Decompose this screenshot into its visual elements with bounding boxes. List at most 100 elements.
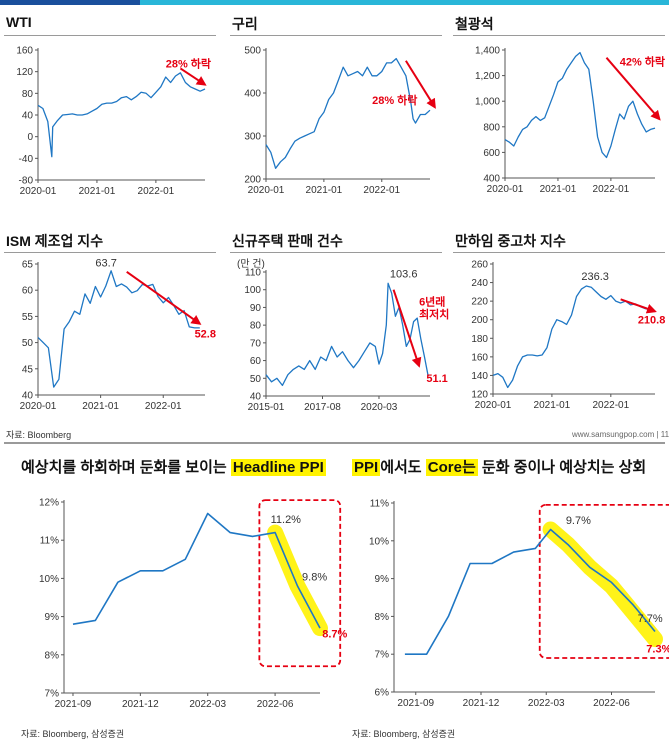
x-tick-label: 2020-01 (487, 184, 524, 195)
y-tick-label: 8% (45, 650, 60, 661)
section-divider (4, 442, 665, 444)
x-tick-label: 2021-09 (397, 698, 434, 709)
title-text: 둔화 중이나 예상치는 상회 (477, 459, 647, 476)
x-tick-label: 2022-06 (257, 699, 294, 710)
x-tick-label: 2022-01 (592, 400, 629, 411)
title-highlight: PPI (352, 459, 381, 476)
y-tick-label: 800 (483, 122, 500, 133)
data-label: 28% 하락 (166, 56, 211, 70)
data-label: 210.8 (638, 314, 666, 326)
top-accent-left (0, 0, 140, 5)
highlight-box (538, 503, 669, 659)
title-highlight: Core는 (425, 459, 478, 476)
chart-title-iron-ore: 철광석 (455, 16, 494, 32)
x-tick-label: 2021-12 (463, 698, 500, 709)
series-line (37, 72, 206, 158)
data-label: 9.7% (566, 515, 591, 527)
trend-arrow (620, 298, 657, 314)
x-tick-label: 2020-01 (20, 186, 57, 197)
y-tick-label: 10% (39, 574, 59, 585)
x-tick-label: 2021-01 (534, 400, 571, 411)
title-text: 예상치를 하회하며 둔화를 보이는 (21, 459, 231, 476)
title-rule (230, 35, 442, 36)
y-tick-label: 12% (39, 498, 59, 509)
title-rule (230, 252, 442, 253)
data-label: 6년래 (419, 295, 445, 309)
trend-arrow (179, 67, 207, 86)
x-tick-label: 2021-01 (540, 184, 577, 195)
y-tick-label: 240 (471, 278, 488, 289)
x-tick-label: 2022-01 (363, 185, 400, 196)
data-label: 42% 하락 (620, 54, 665, 68)
data-label: 7.7% (638, 613, 663, 625)
y-tick-label: 10% (369, 536, 389, 547)
y-tick-label: 80 (250, 321, 262, 332)
y-tick-label: 7% (45, 689, 60, 700)
y-tick-label: 1,400 (475, 46, 500, 57)
y-tick-label: 260 (471, 260, 488, 271)
title-rule (453, 252, 665, 253)
big-chart-title-core-ppi: PPI 에서도 Core는 둔화 중이나 예상치는 상회 (352, 456, 646, 477)
title-rule (4, 35, 216, 36)
y-tick-label: 120 (471, 390, 488, 401)
x-tick-label: 2020-01 (248, 185, 285, 196)
highlight-box (258, 499, 342, 668)
y-tick-label: 50 (22, 338, 34, 349)
x-tick-label: 2020-03 (361, 402, 398, 413)
data-label: 최저치 (419, 307, 449, 321)
y-tick-label: 200 (471, 315, 488, 326)
x-tick-label: 2022-01 (145, 401, 182, 412)
y-tick-label: 11% (40, 536, 59, 547)
trend-arrow (605, 57, 661, 121)
y-tick-label: 180 (471, 334, 488, 345)
x-tick-label: 2021-01 (79, 186, 116, 197)
trend-arrow (392, 289, 422, 368)
x-tick-label: 2020-01 (20, 401, 57, 412)
y-tick-label: 0 (27, 132, 33, 143)
title-rule (4, 252, 216, 253)
page-footer: www.samsungpop.com | 11 (572, 430, 669, 439)
y-tick-label: 6% (375, 688, 390, 699)
x-tick-label: 2020-01 (475, 400, 512, 411)
x-tick-label: 2021-09 (55, 699, 92, 710)
y-tick-label: 9% (375, 574, 390, 585)
unit-label: (만 건) (237, 259, 265, 270)
chart-title-ism: ISM 제조업 지수 (6, 233, 104, 249)
y-tick-label: 300 (244, 132, 261, 143)
x-tick-label: 2021-01 (306, 185, 343, 196)
top-accent-bar (0, 0, 669, 5)
source-note: 자료: Bloomberg, 삼성증권 (352, 729, 456, 739)
y-tick-label: 160 (16, 46, 33, 57)
x-tick-label: 2017-08 (304, 402, 341, 413)
y-tick-label: 140 (471, 371, 488, 382)
x-tick-label: 2022-03 (189, 699, 226, 710)
y-tick-label: 9% (45, 612, 60, 623)
y-tick-label: 8% (375, 612, 390, 623)
source-note: 자료: Bloomberg, 삼성증권 (21, 729, 125, 739)
x-tick-label: 2022-06 (593, 698, 630, 709)
data-label: 28% 하락 (372, 93, 417, 107)
series-line (404, 528, 656, 655)
y-tick-label: 55 (22, 312, 34, 323)
y-tick-label: 1,200 (475, 71, 500, 82)
chart-title-manheim: 만하임 중고차 지수 (455, 233, 566, 249)
y-tick-label: -80 (19, 176, 34, 187)
y-tick-label: 60 (22, 286, 34, 297)
y-tick-label: 40 (22, 391, 34, 402)
data-label: 8.7% (322, 629, 347, 641)
data-label: 7.3% (646, 643, 669, 655)
y-tick-label: 100 (244, 285, 261, 296)
y-tick-label: 40 (22, 111, 34, 122)
series-line (265, 57, 431, 169)
data-label: 52.8 (195, 328, 216, 340)
y-tick-label: 600 (483, 148, 500, 159)
series-line (504, 51, 656, 159)
title-text: 에서도 (380, 459, 426, 476)
data-label: 103.6 (390, 268, 418, 280)
x-tick-label: 2021-12 (122, 699, 159, 710)
x-tick-label: 2015-01 (248, 402, 285, 413)
y-tick-label: 160 (471, 352, 488, 363)
title-rule (453, 35, 665, 36)
y-tick-label: 50 (250, 374, 262, 385)
chart-title-new-home-sales: 신규주택 판매 건수 (232, 233, 343, 249)
